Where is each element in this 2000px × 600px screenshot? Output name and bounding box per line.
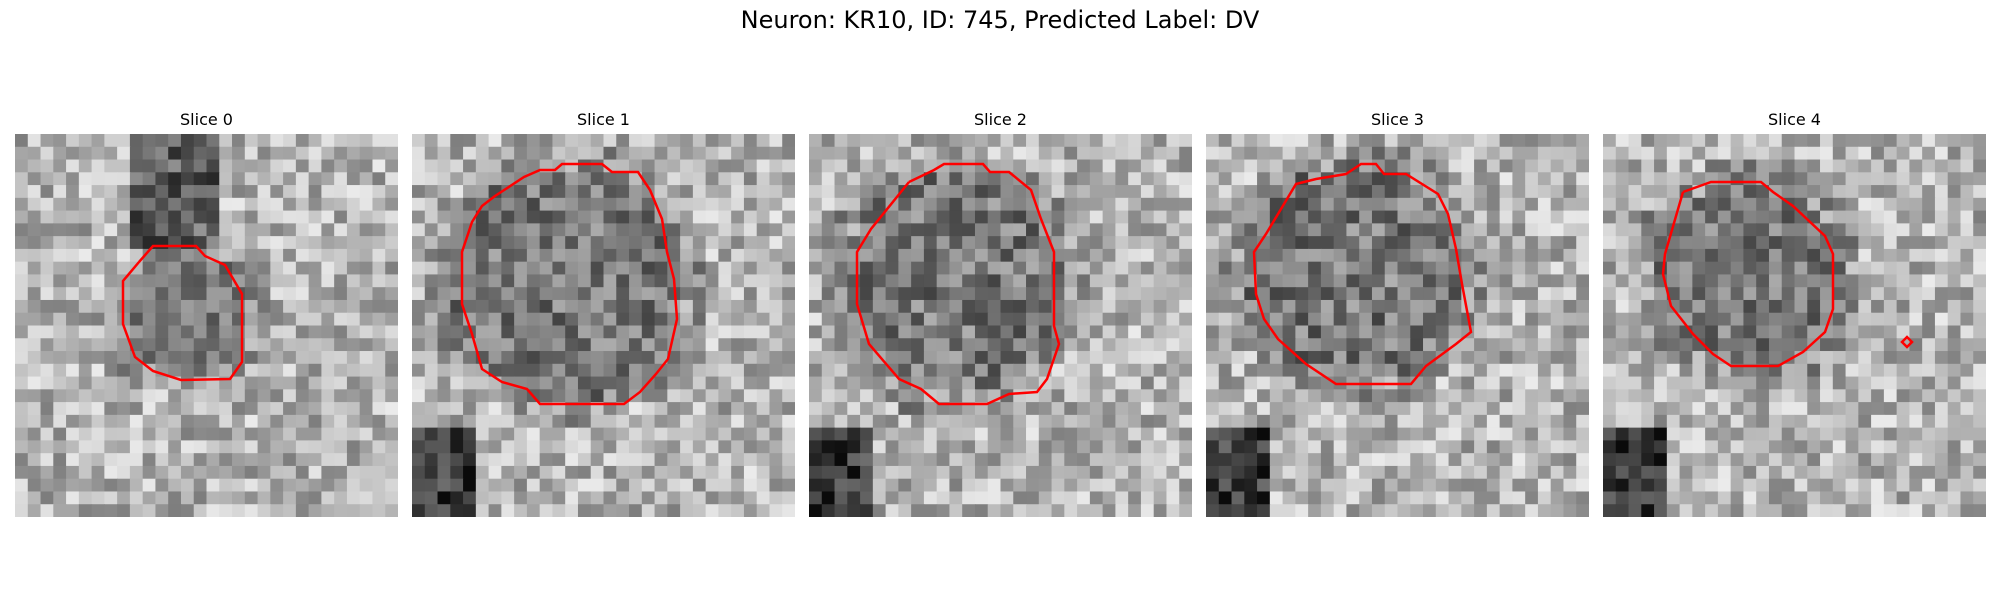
slice-panel-4: Slice 4 (1603, 108, 1986, 517)
slice-title: Slice 1 (577, 110, 630, 129)
slice-panel-0: Slice 0 (15, 108, 398, 517)
slice-title: Slice 3 (1371, 110, 1424, 129)
slice-image (15, 134, 398, 517)
pixel-grid (809, 134, 1192, 517)
slice-image (1603, 134, 1986, 517)
slice-panel-2: Slice 2 (809, 108, 1192, 517)
slice-image (1206, 134, 1589, 517)
neuron-contour (855, 162, 1061, 406)
pixel-grid (1603, 134, 1986, 517)
slice-title: Slice 0 (180, 110, 233, 129)
slice-image (809, 134, 1192, 517)
neuron-contour (1252, 162, 1473, 386)
slice-title: Slice 4 (1768, 110, 1821, 129)
neuron-contour (460, 162, 679, 406)
neuron-contour (121, 244, 244, 382)
slice-image (412, 134, 795, 517)
slice-panel-3: Slice 3 (1206, 108, 1589, 517)
slice-title: Slice 2 (974, 110, 1027, 129)
figure-title: Neuron: KR10, ID: 745, Predicted Label: … (740, 6, 1260, 34)
slice-panel-1: Slice 1 (412, 108, 795, 517)
pixel-grid (1206, 134, 1589, 517)
pixel-grid (15, 134, 398, 517)
neuron-contour (1661, 180, 1835, 368)
small-contour (1900, 335, 1914, 349)
